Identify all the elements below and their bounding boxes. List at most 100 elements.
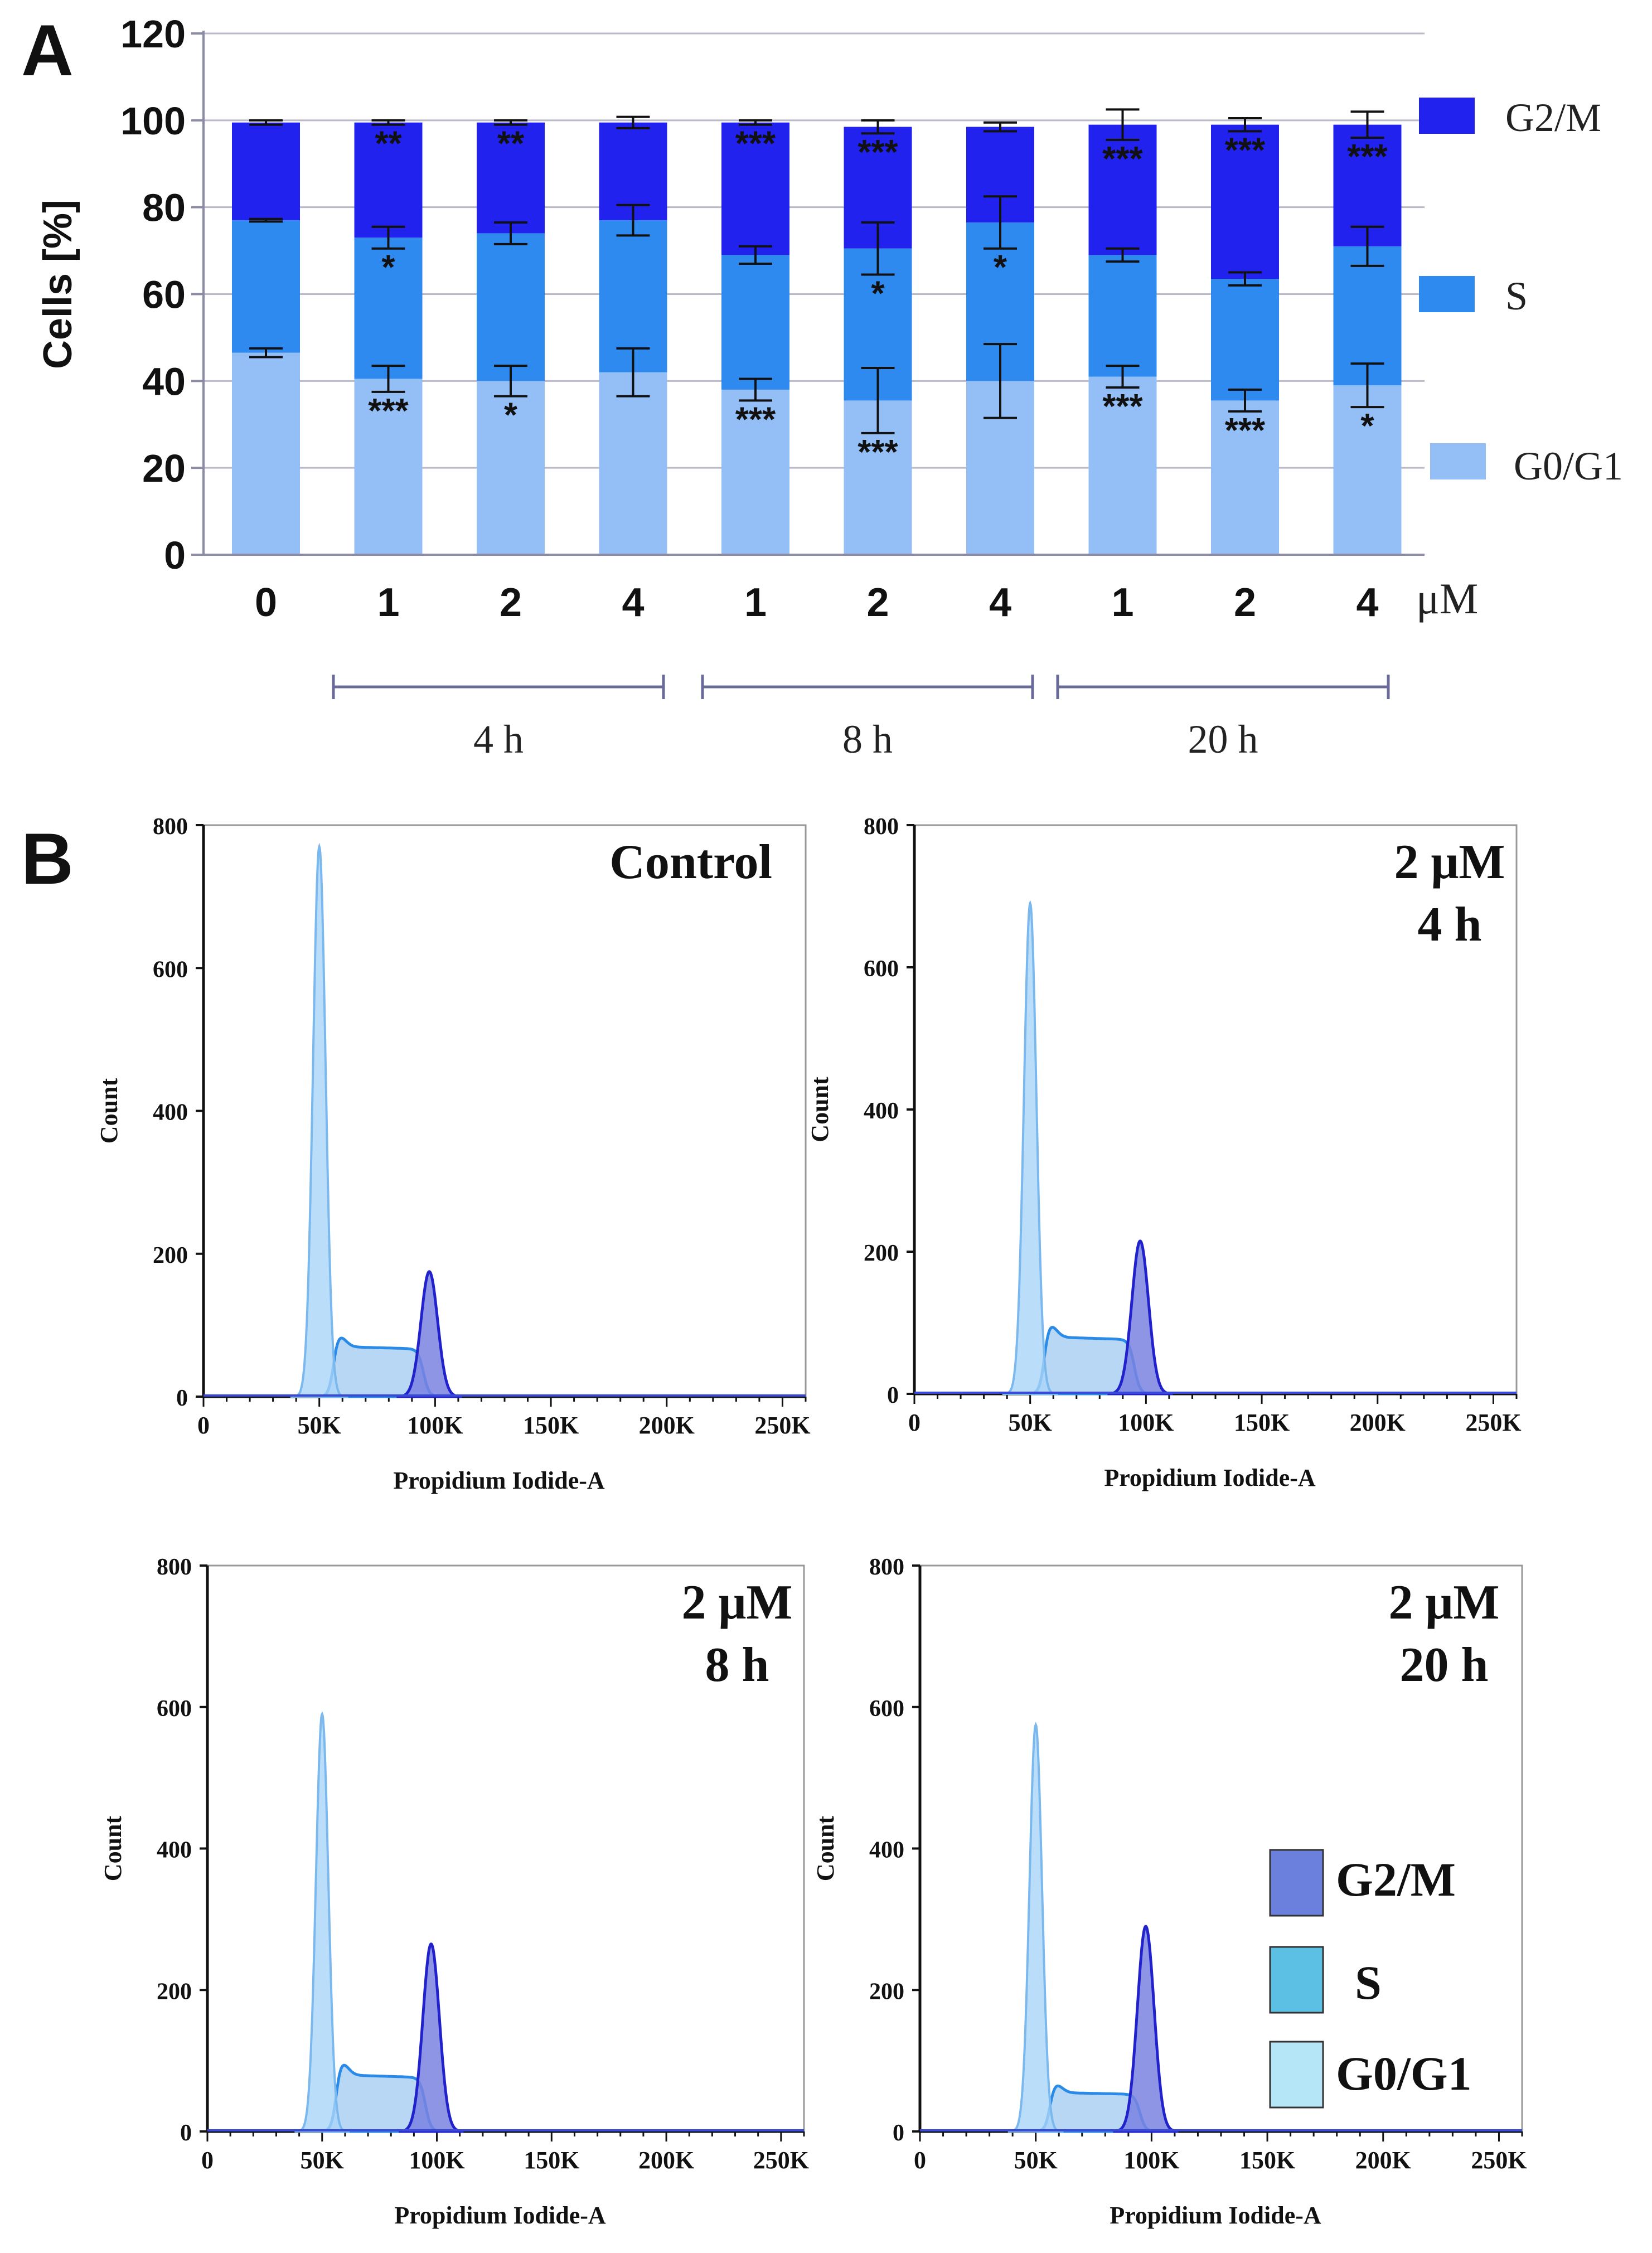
group-label: 20 h	[1188, 717, 1258, 762]
bar-chart-axes: 0 20 40 60 80 100 120 0 1 2 4 1 2 4 1 2 4	[120, 12, 1425, 625]
x-tick-label: 4	[989, 580, 1011, 625]
y-tick-label: 0	[164, 534, 186, 577]
x-tick-label: 4	[1356, 580, 1378, 625]
histogram-title: 8 h	[705, 1638, 769, 1692]
y-tick-label: 600	[869, 1696, 904, 1722]
x-tick-label: 50K	[298, 1412, 341, 1439]
bar-segment-s	[354, 238, 423, 379]
g2m-peak-curve	[399, 1942, 464, 2133]
x-tick-label: 150K	[523, 1412, 579, 1439]
bar-chart-y-axis-label: Cells [%]	[36, 200, 80, 369]
y-tick-label: 800	[864, 814, 899, 840]
y-axis-label: Count	[95, 1078, 123, 1144]
x-tick-label: 0	[914, 2147, 926, 2174]
y-tick-label: 60	[142, 273, 186, 317]
histogram-title: 20 h	[1400, 1638, 1489, 1692]
legend-label: G0/G1	[1514, 444, 1623, 488]
legend-label: S	[1505, 274, 1528, 318]
y-axis-label: Count	[806, 1077, 834, 1142]
bar-segment-g0g1	[599, 372, 667, 555]
y-tick-label: 200	[153, 1243, 188, 1268]
y-tick-label: 800	[153, 814, 188, 840]
g2m-peak-curve	[396, 1270, 462, 1398]
bar-segment-g2m	[721, 122, 789, 255]
panel-a-label: A	[21, 9, 74, 91]
y-tick-label: 600	[864, 956, 899, 982]
legend-swatch	[1430, 443, 1486, 479]
legend-swatch	[1269, 1849, 1324, 1917]
x-tick-label: 100K	[409, 2147, 464, 2174]
significance-stars: *	[1360, 407, 1374, 445]
x-tick-label: 4	[622, 580, 644, 625]
y-tick-label: 0	[176, 1385, 188, 1411]
y-tick-label: 40	[142, 360, 186, 403]
histogram-panels: 0 200 400 600 800 0 50K 100K 150K 200K 250K Propidi…	[95, 814, 1527, 2229]
legend-label: G2/M	[1505, 95, 1601, 140]
y-tick-label: 600	[153, 957, 188, 982]
y-tick-label: 80	[142, 186, 186, 230]
significance-stars: ***	[1347, 138, 1388, 176]
histogram-panel: 0 200 400 600 800 0 50K 100K 150K 200K 250K Propidi…	[95, 814, 811, 1494]
y-tick-label: 400	[153, 1100, 188, 1126]
bar-segment-g2m	[1211, 124, 1279, 279]
histogram-panel: 0 200 400 600 800 0 50K 100K 150K 200K 250K Propidi…	[806, 814, 1522, 1491]
y-tick-label: 400	[157, 1838, 192, 1863]
y-tick-label: 0	[893, 2120, 904, 2146]
legend-label: G2/M	[1336, 1853, 1456, 1906]
significance-stars: **	[497, 125, 525, 163]
histogram-panel: 0 200 400 600 800 0 50K 100K 150K 200K 250K Propidi…	[99, 1554, 809, 2229]
histogram-panel: 0 200 400 600 800 0 50K 100K 150K 200K 250K Propidi…	[812, 1554, 1527, 2229]
g0g1-peak-curve	[294, 1711, 350, 2133]
significance-stars: **	[375, 125, 402, 163]
significance-stars: *	[994, 249, 1007, 287]
g2m-peak-curve	[1107, 1239, 1173, 1396]
bar-segment-g2m	[477, 122, 545, 234]
legend-swatch	[1269, 1946, 1324, 2014]
significance-stars: ***	[1225, 411, 1266, 450]
bar-chart-legend: G2/M S G0/G1	[1419, 95, 1623, 488]
legend-swatch	[1269, 2041, 1324, 2109]
y-tick-label: 0	[887, 1383, 899, 1408]
significance-stars: ***	[1102, 387, 1143, 426]
bar-segment-g0g1	[1088, 376, 1157, 555]
x-tick-label: 200K	[639, 1412, 695, 1439]
y-tick-label: 0	[180, 2120, 192, 2146]
x-tick-label: 150K	[1239, 2147, 1295, 2174]
x-tick-label: 50K	[1009, 1409, 1052, 1436]
time-group-brackets: 4 h 8 h 20 h	[332, 675, 1390, 762]
bar-segment-s	[599, 220, 667, 372]
x-tick-label: 50K	[1014, 2147, 1058, 2174]
significance-stars: ***	[1225, 131, 1266, 169]
x-tick-label: 1	[1111, 580, 1133, 625]
bar-segment-s	[721, 255, 789, 390]
x-tick-label: 250K	[753, 2147, 809, 2174]
g0g1-peak-curve	[290, 842, 348, 1398]
x-axis-label: Propidium Iodide-A	[1104, 1464, 1316, 1491]
y-tick-label: 200	[864, 1241, 899, 1266]
significance-stars: ***	[735, 125, 776, 163]
x-tick-label: 50K	[301, 2147, 344, 2174]
plot-frame	[202, 824, 807, 1398]
g0g1-peak-curve	[1007, 1722, 1064, 2133]
y-tick-label: 400	[869, 1838, 904, 1863]
bar-segment-g0g1	[721, 389, 789, 555]
bar-chart-x-unit-label: μM	[1416, 574, 1478, 623]
x-tick-label: 1	[377, 580, 399, 625]
bar-segment-s	[1333, 246, 1402, 386]
bar-segment-s	[477, 233, 545, 381]
significance-stars: *	[381, 249, 395, 287]
x-tick-label: 200K	[1350, 1409, 1406, 1436]
y-tick-label: 20	[142, 447, 186, 490]
significance-stars: ***	[858, 133, 898, 172]
x-axis-label: Propidium Iodide-A	[394, 2202, 606, 2229]
group-label: 4 h	[473, 717, 524, 762]
x-tick-label: 100K	[1118, 1409, 1174, 1436]
bar-segment-s	[1088, 255, 1157, 377]
y-tick-label: 200	[157, 1979, 192, 2004]
panel-b-label: B	[21, 818, 74, 899]
histogram-title: Control	[609, 835, 772, 889]
bar-segment-g0g1	[1211, 400, 1279, 555]
y-tick-label: 800	[869, 1554, 904, 1580]
g2m-peak-curve	[1113, 1925, 1179, 2133]
